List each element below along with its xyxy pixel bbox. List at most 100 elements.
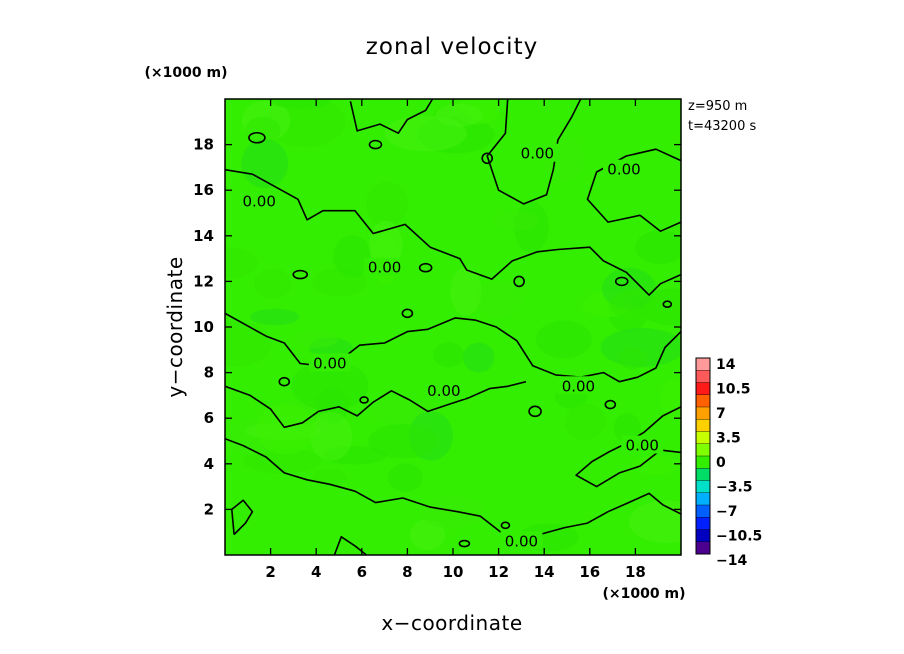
colorbar-swatch xyxy=(696,394,710,408)
field-patch xyxy=(618,347,648,370)
x-tick-label: 12 xyxy=(488,563,509,581)
contour-loop xyxy=(614,276,629,287)
x-axis-ticks: 2 4 6 8 10 12 14 16 18 xyxy=(265,99,646,581)
y-axis-ticks: 2 4 6 8 10 12 14 16 18 xyxy=(193,136,681,518)
field-patch xyxy=(368,424,439,459)
colorbar-swatch xyxy=(696,529,710,543)
contour-loop xyxy=(248,131,266,144)
field-patch xyxy=(565,403,606,441)
contour-label-bg xyxy=(363,257,406,276)
contour-label-bg xyxy=(557,376,600,395)
field-patch xyxy=(493,211,540,231)
colorbar-label: 3.5 xyxy=(716,431,741,447)
y-tick-label: 18 xyxy=(193,136,214,154)
contour-line xyxy=(349,99,434,134)
contour-labels: 0.00 0.00 0.00 0.00 0.00 0.00 0.00 0.00 0.00 xyxy=(238,143,664,550)
colorbar-swatch xyxy=(696,517,710,530)
colorbar-swatch xyxy=(696,370,710,383)
x-tick-label: 4 xyxy=(311,563,321,581)
info-t: t=43200 s xyxy=(688,119,756,134)
x-tick-label: 2 xyxy=(265,563,275,581)
contour-label-bg xyxy=(238,191,281,210)
contour-label: 0.00 xyxy=(313,354,346,372)
field-patch xyxy=(463,342,495,373)
colorbar-swatch xyxy=(696,419,710,432)
contour-line xyxy=(333,536,367,555)
contour-loop xyxy=(368,139,383,150)
field-patch xyxy=(225,247,258,279)
field-patch xyxy=(420,496,485,529)
colorbar-label: −3.5 xyxy=(716,480,753,496)
contour-loop xyxy=(418,262,433,273)
contour-loop xyxy=(458,539,471,548)
contour-loop xyxy=(278,376,291,387)
field-patch xyxy=(250,308,300,326)
contour-loop xyxy=(513,275,525,288)
field-patch xyxy=(632,455,681,475)
field-patch xyxy=(635,230,681,265)
contour-line xyxy=(225,380,527,429)
contour-label-bg xyxy=(603,159,645,178)
colorbar-swatch xyxy=(696,443,710,457)
contour-label: 0.00 xyxy=(626,437,659,455)
contour-label-bg xyxy=(516,143,559,162)
contour-label: 0.00 xyxy=(427,382,460,400)
velocity-field xyxy=(225,99,681,552)
y-tick-label: 2 xyxy=(204,500,214,518)
field-patch xyxy=(243,447,321,474)
x-axis-label: x−coordinate xyxy=(381,611,522,635)
field-patch xyxy=(613,413,641,443)
x-tick-label: 14 xyxy=(534,563,555,581)
contour-loop xyxy=(481,152,494,165)
colorbar-swatch xyxy=(696,468,710,481)
info-z: z=950 m xyxy=(688,99,747,114)
colorbar-swatch xyxy=(696,456,710,469)
field-patch xyxy=(294,331,338,349)
y-axis-label: y−coordinate xyxy=(163,256,187,397)
field-patch xyxy=(366,181,409,227)
contour-label: 0.00 xyxy=(521,145,554,163)
contour-label: 0.00 xyxy=(607,161,640,179)
field-patch xyxy=(269,99,331,109)
colorbar-label: 7 xyxy=(716,406,726,422)
field-patch xyxy=(435,103,484,127)
field-patch xyxy=(254,268,292,299)
colorbar-swatch xyxy=(696,541,710,555)
colorbar-swatch xyxy=(696,407,710,420)
y-tick-label: 12 xyxy=(193,272,214,290)
contour-line xyxy=(225,168,681,296)
field-patch xyxy=(333,235,372,278)
field-patch xyxy=(245,116,281,144)
x-tick-label: 8 xyxy=(402,563,412,581)
field-patch xyxy=(475,281,523,318)
contour-label: 0.00 xyxy=(562,377,595,395)
contour-line xyxy=(231,499,254,536)
colorbar-frame xyxy=(695,357,711,555)
contour-label: 0.00 xyxy=(242,193,275,211)
field-patch xyxy=(628,500,681,544)
contour-label: 0.00 xyxy=(505,532,538,550)
colorbar-label: −7 xyxy=(716,504,737,520)
field-patch xyxy=(608,288,681,321)
colorbar-swatch xyxy=(696,358,710,371)
field-patch xyxy=(409,519,446,551)
contour-loop xyxy=(359,396,369,404)
field-patch xyxy=(536,320,592,359)
x-tick-label: 6 xyxy=(357,563,367,581)
colorbar-label: −10.5 xyxy=(716,529,762,545)
field-patch xyxy=(291,360,369,411)
contour-label-bg xyxy=(308,353,351,372)
contour-line xyxy=(225,437,681,538)
colorbar-swatch xyxy=(696,505,710,518)
contour-line xyxy=(225,312,681,383)
x-tick-label: 18 xyxy=(625,563,646,581)
colorbar-swatch xyxy=(696,480,710,494)
y-unit-label: (×1000 m) xyxy=(145,65,228,81)
contour-loop xyxy=(292,269,309,280)
contour-loop xyxy=(500,521,511,530)
y-tick-label: 6 xyxy=(204,409,214,427)
contour-loop xyxy=(528,405,542,418)
x-tick-label: 10 xyxy=(443,563,464,581)
plot-area: 0.00 0.00 0.00 0.00 0.00 0.00 0.00 0.00 0.00 xyxy=(225,99,681,555)
